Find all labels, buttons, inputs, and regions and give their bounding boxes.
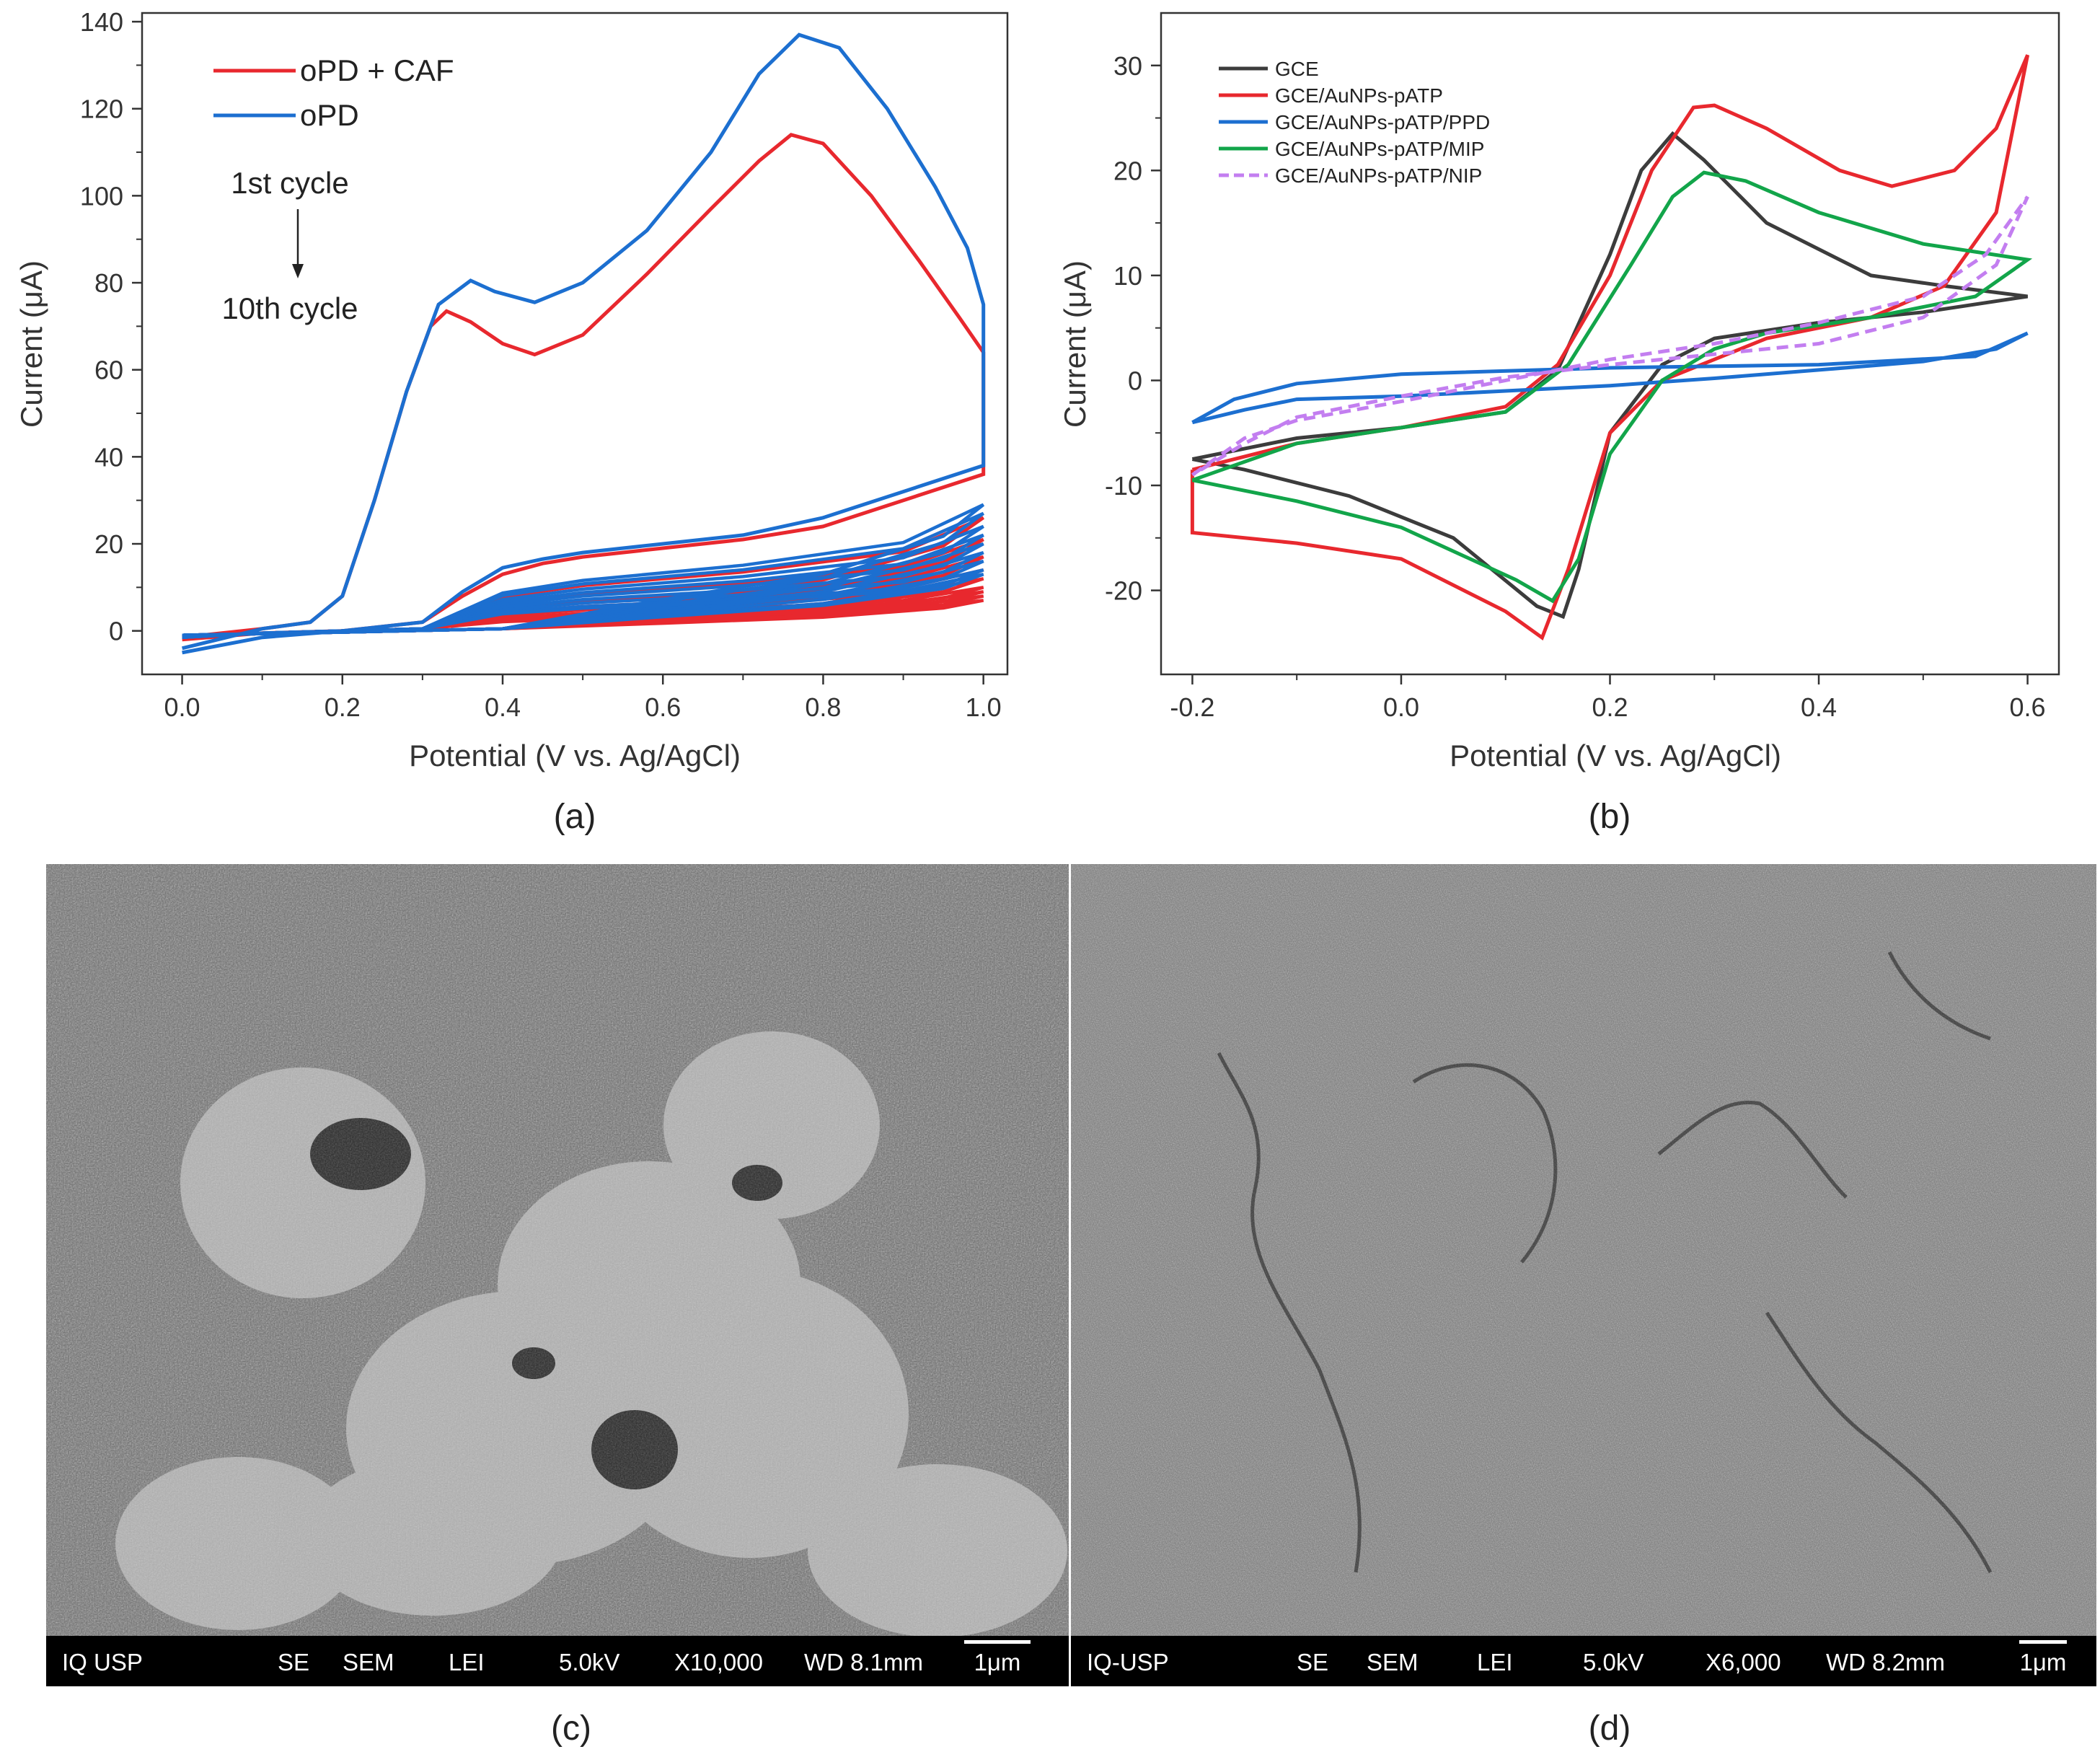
sem-d-scale-bar: [2019, 1640, 2067, 1644]
legend-label-gce: GCE: [1275, 58, 1319, 80]
series-opd-cycle-10: [182, 572, 984, 639]
sem-d-institution: IQ-USP: [1087, 1649, 1169, 1675]
chart-b-panel-label: (b): [1589, 798, 1631, 836]
chart-a-xtick-label: 0.8: [805, 692, 841, 722]
chart-b-ylabel: Current (μA): [1058, 260, 1092, 428]
chart-a-panel-label: (a): [554, 798, 596, 836]
chart-a-ytick-label: 100: [80, 181, 123, 211]
chart-b-plot-area: [1190, 54, 2033, 641]
chart-a-xtick-label: 0.2: [325, 692, 361, 722]
chart-a-axes: 0.0 0.2 0.4 0.6 0.8 1.0 0 20 40 60 80 100 120 140: [80, 7, 1002, 722]
chart-a-ytick-label: 0: [109, 617, 123, 646]
sem-d-magnification: X6,000: [1706, 1649, 1781, 1675]
legend-label-gce-aunps-patp: GCE/AuNPs-pATP: [1275, 84, 1443, 107]
chart-a-annotation-tenth-cycle: 10th cycle: [221, 291, 358, 325]
series-gce-aunps-patp-mip: [1191, 170, 2033, 604]
chart-b-ytick-label: 0: [1128, 366, 1142, 395]
chart-a-ytick-label: 60: [94, 356, 123, 385]
chart-b-xtick-label: -0.2: [1170, 692, 1214, 722]
chart-a-xlabel: Potential (V vs. Ag/AgCl): [409, 739, 741, 772]
series-gce-aunps-patp: [1190, 54, 2030, 641]
chart-a-xtick-label: 0.4: [485, 692, 521, 722]
sem-c-grain: [46, 864, 1069, 1636]
sem-c-detector: LEI: [449, 1649, 485, 1675]
chart-a-xtick-label: 1.0: [966, 692, 1002, 722]
sem-d-mode: SEM: [1367, 1649, 1419, 1675]
chart-b-ytick-label: -10: [1105, 471, 1142, 501]
sem-c-magnification: X10,000: [674, 1649, 763, 1675]
chart-a-ytick-label: 120: [80, 94, 123, 124]
chart-b: -0.2 0.0 0.2 0.4 0.6 -20 -10 0 10 20 30 GCE GCE/AuN…: [1058, 12, 2060, 836]
legend-label-gce-aunps-patp-nip: GCE/AuNPs-pATP/NIP: [1275, 164, 1482, 187]
legend-label-opd: oPD: [300, 98, 359, 132]
chart-b-ytick-label: 30: [1113, 51, 1142, 81]
chart-b-xtick-label: 0.0: [1383, 692, 1419, 722]
sem-d-info-bar: [1071, 1636, 2096, 1686]
series-gce-aunps-patp-ppd: [1191, 331, 2029, 425]
chart-b-xtick-label: 0.4: [1801, 692, 1837, 722]
chart-b-ytick-label: 20: [1113, 156, 1142, 185]
legend-label-opd-caf: oPD + CAF: [300, 53, 454, 87]
sem-image-c: IQ USP SE SEM LEI 5.0kV X10,000 WD 8.1mm…: [46, 864, 1069, 1748]
sem-d-voltage: 5.0kV: [1583, 1649, 1644, 1675]
sem-d-panel-label: (d): [1589, 1709, 1631, 1748]
series-opd-cycle-1: [182, 32, 986, 655]
chart-a-annotation-arrowhead: [292, 264, 304, 278]
sem-c-working-distance: WD 8.1mm: [804, 1649, 923, 1675]
chart-a-annotation-first-cycle: 1st cycle: [231, 166, 348, 200]
sem-d-working-distance: WD 8.2mm: [1826, 1649, 1945, 1675]
chart-a-ytick-label: 20: [94, 529, 123, 559]
sem-d-detector: LEI: [1477, 1649, 1513, 1675]
legend-label-gce-aunps-patp-mip: GCE/AuNPs-pATP/MIP: [1275, 138, 1484, 160]
sem-c-mode: SEM: [343, 1649, 394, 1675]
chart-a-xtick-label: 0.0: [164, 692, 200, 722]
chart-a-frame: [141, 12, 1009, 676]
chart-b-xlabel: Potential (V vs. Ag/AgCl): [1450, 739, 1781, 772]
series-gce: [1191, 131, 2028, 620]
chart-b-ytick-label: -20: [1105, 576, 1142, 606]
series-gce-aunps-patp-nip: [1191, 195, 2029, 477]
chart-b-legend: GCE GCE/AuNPs-pATP GCE/AuNPs-pATP/PPD GCE/A…: [1219, 58, 1490, 187]
sem-c-signal: SE: [278, 1649, 309, 1675]
sem-c-info-bar: [46, 1636, 1069, 1686]
chart-b-axes: -0.2 0.0 0.2 0.4 0.6 -20 -10 0 10 20 30: [1105, 51, 2046, 722]
chart-a-ytick-label: 40: [94, 442, 123, 472]
sem-c-scale-label: 1μm: [974, 1649, 1021, 1675]
sem-c-scale-bar: [964, 1640, 1031, 1644]
sem-c-panel-label: (c): [551, 1709, 591, 1748]
chart-a: 0.0 0.2 0.4 0.6 0.8 1.0 0 20 40 60 80 100 120 140 oPD…: [14, 7, 1009, 836]
chart-a-legend: oPD + CAF oPD: [213, 53, 454, 132]
chart-b-xtick-label: 0.2: [1592, 692, 1628, 722]
chart-a-ylabel: Current (μA): [14, 260, 48, 428]
chart-a-ytick-label: 140: [80, 7, 123, 37]
chart-a-xtick-label: 0.6: [645, 692, 681, 722]
legend-label-gce-aunps-patp-ppd: GCE/AuNPs-pATP/PPD: [1275, 111, 1490, 133]
chart-a-ytick-label: 80: [94, 268, 123, 298]
sem-c-voltage: 5.0kV: [559, 1649, 619, 1675]
sem-image-d: IQ-USP SE SEM LEI 5.0kV X6,000 WD 8.2mm …: [1071, 864, 2096, 1748]
sem-d-signal: SE: [1297, 1649, 1328, 1675]
sem-d-grain: [1071, 864, 2096, 1636]
chart-b-xtick-label: 0.6: [2010, 692, 2046, 722]
chart-b-ytick-label: 10: [1113, 261, 1142, 291]
chart-a-plot-area: [182, 32, 986, 655]
sem-d-scale-label: 1μm: [2020, 1649, 2067, 1675]
sem-c-institution: IQ USP: [62, 1649, 143, 1675]
